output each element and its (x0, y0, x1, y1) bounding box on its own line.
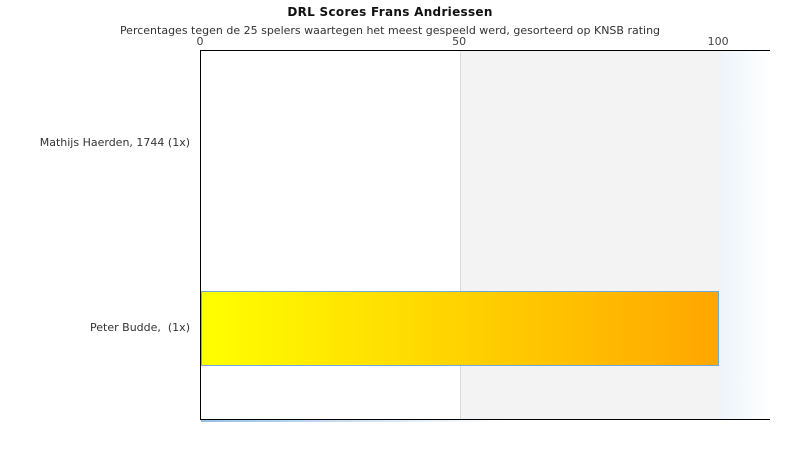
axis-shadow-line (201, 420, 501, 422)
chart-title: DRL Scores Frans Andriessen (287, 5, 493, 19)
x-axis-tick-label: 100 (707, 35, 729, 48)
bars-layer (201, 51, 769, 419)
category-label: Mathijs Haerden, 1744 (1x) (39, 135, 190, 149)
overflow-fade-region (719, 51, 771, 419)
bar-1[interactable] (201, 291, 720, 366)
x-axis-tick-label: 50 (452, 35, 467, 48)
category-label: Peter Budde, (1x) (90, 320, 190, 334)
x-axis-tick-label: 0 (196, 35, 204, 48)
plot-area (200, 50, 771, 420)
chart-subtitle: Percentages tegen de 25 spelers waartege… (119, 24, 661, 37)
